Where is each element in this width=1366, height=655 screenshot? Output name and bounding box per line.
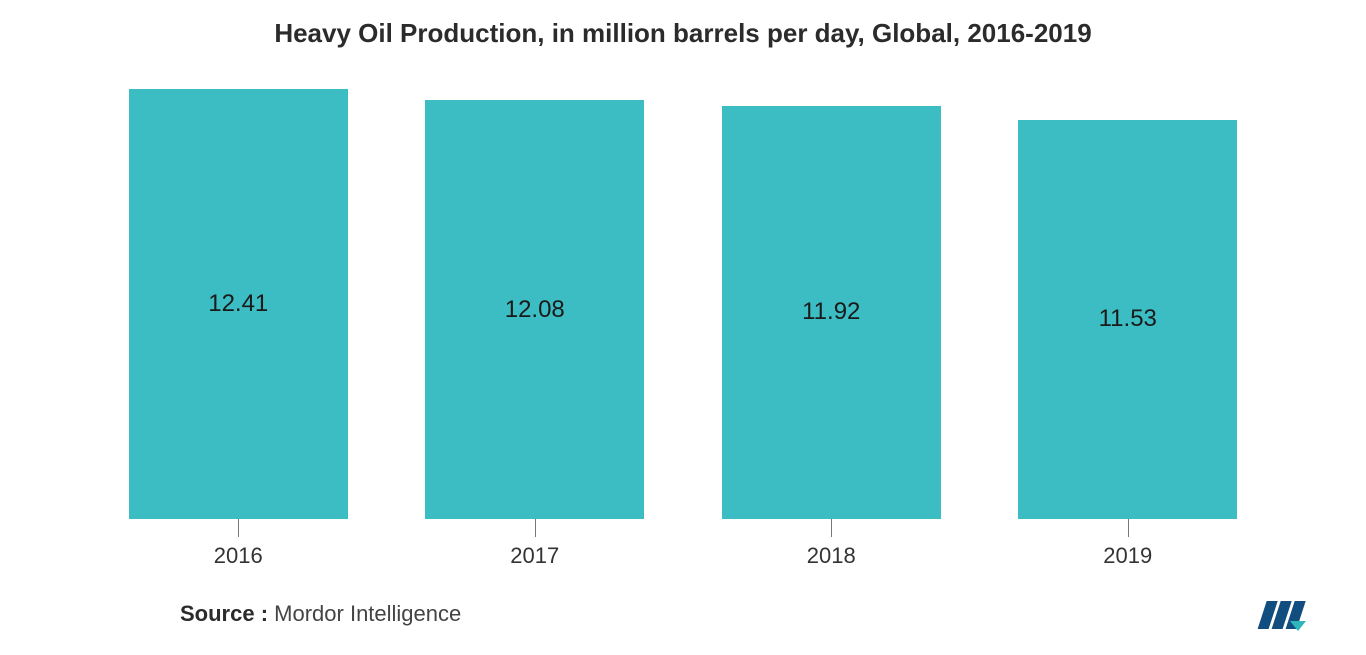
tick-2016: [238, 519, 239, 537]
source-footer: Source : Mordor Intelligence: [180, 601, 461, 627]
bar-value-2018: 11.92: [802, 298, 860, 326]
tick-2019: [1128, 519, 1129, 537]
tick-2018: [831, 519, 832, 537]
xlabel-2019: 2019: [997, 543, 1258, 569]
xlabel-2016: 2016: [108, 543, 369, 569]
source-label: Source :: [180, 601, 268, 626]
tick-2017: [535, 519, 536, 537]
bar-group-2017: 12.08 2017: [404, 100, 665, 519]
bar-2018: 11.92: [722, 106, 941, 519]
chart-title: Heavy Oil Production, in million barrels…: [0, 0, 1366, 59]
bar-2019: 11.53: [1018, 120, 1237, 520]
mordor-logo-icon: [1252, 597, 1316, 633]
bar-2016: 12.41: [129, 89, 348, 519]
xlabel-2017: 2017: [404, 543, 665, 569]
bar-group-2018: 11.92 2018: [701, 106, 962, 519]
xlabel-2018: 2018: [701, 543, 962, 569]
bar-group-2016: 12.41 2016: [108, 89, 369, 519]
bar-value-2017: 12.08: [505, 296, 565, 324]
bar-2017: 12.08: [425, 100, 644, 519]
bar-group-2019: 11.53 2019: [997, 120, 1258, 520]
bar-value-2019: 11.53: [1099, 305, 1157, 333]
bar-value-2016: 12.41: [208, 290, 268, 318]
bars-container: 12.41 2016 12.08 2017 11.92 2018 11.53 2…: [90, 89, 1276, 519]
bar-chart: 12.41 2016 12.08 2017 11.92 2018 11.53 2…: [90, 89, 1276, 559]
source-value: Mordor Intelligence: [274, 601, 461, 626]
